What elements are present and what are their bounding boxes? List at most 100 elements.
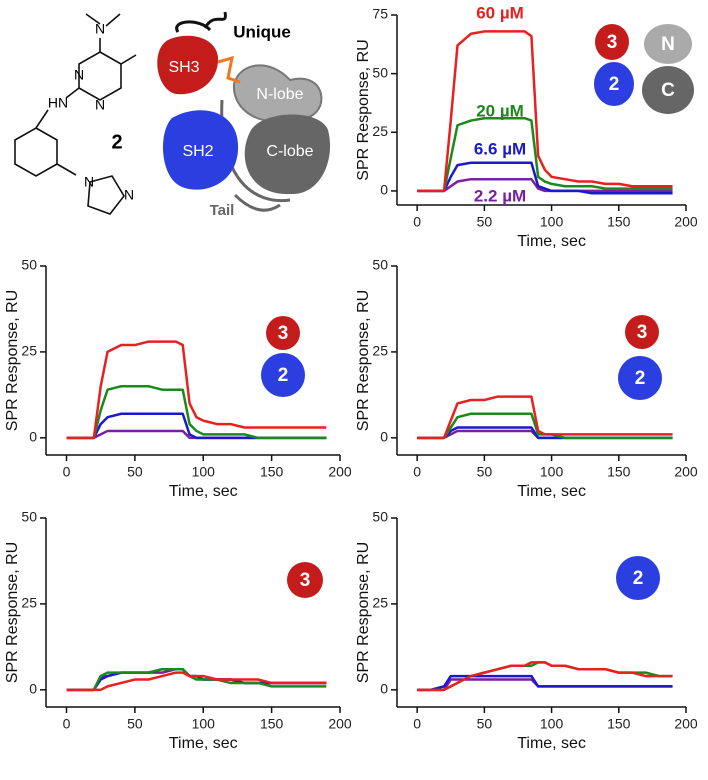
x-axis-label: Time, sec — [517, 233, 586, 250]
data-line — [417, 177, 673, 193]
y-tick-label: 0 — [380, 681, 388, 697]
x-tick-label: 0 — [413, 214, 421, 230]
series-label: 20 µM — [476, 101, 524, 120]
x-tick-label: 50 — [477, 464, 493, 480]
x-tick-label: 200 — [674, 716, 698, 732]
atom-label: N — [84, 174, 94, 190]
kinase-schematic — [157, 11, 331, 212]
domain-icon-label: 2 — [609, 74, 620, 95]
domain-icon-label: 2 — [278, 365, 289, 386]
y-tick-label: 50 — [21, 257, 37, 273]
x-tick-label: 200 — [674, 464, 698, 480]
x-tick-label: 0 — [63, 716, 71, 732]
x-tick-label: 0 — [413, 716, 421, 732]
atom-label: N — [95, 21, 105, 37]
domain-icon — [266, 316, 300, 350]
y-tick-label: 50 — [372, 257, 388, 273]
data-line — [417, 395, 673, 440]
schematic-label: C-lobe — [266, 143, 313, 160]
y-axis-label: SPR Response, RU — [355, 39, 372, 180]
atom-label: N — [74, 67, 84, 83]
y-tick-label: 75 — [372, 6, 388, 22]
domain-icon — [595, 24, 629, 60]
domain-icon-label: 3 — [300, 570, 311, 591]
y-tick-label: 25 — [21, 595, 37, 611]
schematic-label: N-lobe — [256, 86, 303, 103]
series-label: 60 µM — [476, 3, 524, 22]
domain-icon — [287, 562, 323, 598]
chemical-structure — [14, 13, 137, 215]
compound-number: 2 — [111, 131, 122, 153]
x-tick-label: 50 — [477, 716, 493, 732]
series-label: 2.2 µM — [474, 186, 526, 205]
x-axis-label: Time, sec — [169, 735, 238, 752]
schematic-label: Unique — [233, 22, 291, 41]
data-line — [417, 30, 673, 193]
data-line — [66, 385, 327, 440]
y-tick-label: 25 — [372, 595, 388, 611]
domain-icon — [644, 24, 692, 64]
x-tick-label: 50 — [127, 716, 143, 732]
data-line — [66, 340, 327, 440]
atom-label: HN — [48, 95, 68, 111]
x-tick-label: 100 — [540, 214, 564, 230]
y-tick-label: 50 — [372, 509, 388, 525]
y-tick-label: 0 — [29, 429, 37, 445]
x-tick-label: 0 — [63, 464, 71, 480]
x-tick-label: 100 — [192, 464, 216, 480]
domain-icon — [616, 556, 660, 600]
atom-label: N — [124, 187, 134, 203]
atom-label: N — [95, 97, 105, 113]
x-tick-label: 150 — [607, 716, 631, 732]
x-tick-label: 200 — [328, 716, 352, 732]
data-line — [417, 116, 673, 193]
domain-icon — [642, 66, 694, 114]
domain-icon-label: C — [661, 80, 675, 101]
y-tick-label: 0 — [29, 681, 37, 697]
domain-icon-label: 3 — [278, 323, 289, 344]
x-axis-label: Time, sec — [169, 483, 238, 500]
domain-icon — [625, 315, 659, 349]
data-line — [417, 674, 673, 692]
y-axis-label: SPR Response, RU — [4, 290, 21, 431]
y-tick-label: 25 — [372, 343, 388, 359]
x-tick-label: 50 — [477, 214, 493, 230]
x-tick-label: 0 — [413, 464, 421, 480]
x-tick-label: 50 — [127, 464, 143, 480]
domain-icon-label: N — [661, 34, 675, 55]
y-axis-label: SPR Response, RU — [355, 290, 372, 431]
x-tick-label: 100 — [540, 464, 564, 480]
schematic-label: Tail — [210, 202, 235, 219]
y-axis-label: SPR Response, RU — [4, 542, 21, 683]
y-tick-label: 50 — [21, 509, 37, 525]
domain-icon — [618, 356, 662, 400]
data-line — [66, 671, 327, 692]
x-axis-label: Time, sec — [517, 735, 586, 752]
data-line — [417, 161, 673, 195]
y-tick-label: 25 — [372, 123, 388, 139]
x-tick-label: 150 — [607, 214, 631, 230]
domain-icon-label: 3 — [637, 322, 648, 343]
domain-icon — [594, 62, 634, 106]
series-label: 6.6 µM — [474, 139, 526, 158]
x-tick-label: 200 — [328, 464, 352, 480]
y-axis-label: SPR Response, RU — [355, 542, 372, 683]
domain-icon-label: 3 — [607, 32, 618, 53]
x-tick-label: 150 — [607, 464, 631, 480]
y-tick-label: 25 — [21, 343, 37, 359]
schematic-label: SH2 — [182, 143, 213, 160]
x-tick-label: 150 — [260, 464, 284, 480]
domain-icon-label: 2 — [635, 368, 646, 389]
schematic-label: SH3 — [168, 59, 199, 76]
x-tick-label: 100 — [192, 716, 216, 732]
y-tick-label: 50 — [372, 64, 388, 80]
x-tick-label: 100 — [540, 716, 564, 732]
x-tick-label: 200 — [674, 214, 698, 230]
y-tick-label: 0 — [380, 429, 388, 445]
x-axis-label: Time, sec — [517, 483, 586, 500]
domain-icon-label: 2 — [633, 568, 644, 589]
domain-icon — [261, 353, 305, 397]
y-tick-label: 0 — [380, 182, 388, 198]
